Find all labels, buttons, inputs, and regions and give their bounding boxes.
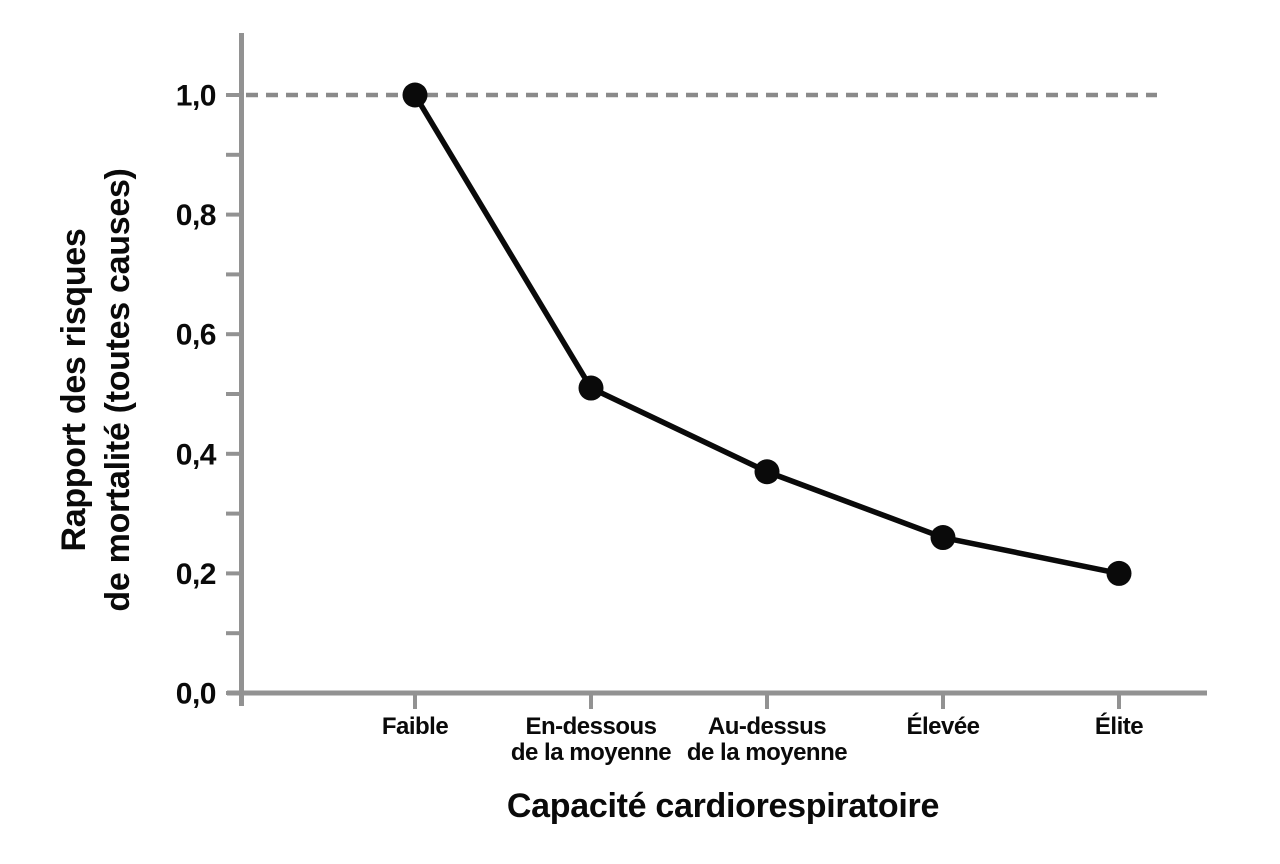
y-axis-tick-label: 0,4 <box>176 438 217 471</box>
x-axis-tick-label: Au-dessus de la moyenne <box>687 713 847 766</box>
data-point <box>1106 560 1132 586</box>
data-point <box>754 459 780 485</box>
y-axis-tick-label: 0,2 <box>176 558 216 591</box>
data-point <box>578 375 604 401</box>
y-axis-tick-label: 0,6 <box>176 319 216 352</box>
y-axis-title-line-2: de mortalité (toutes causes) <box>99 168 137 612</box>
x-axis-tick-label: Élevée <box>906 712 979 740</box>
x-axis-tick-label: Élite <box>1095 712 1143 740</box>
y-axis-title-line-1: Rapport des risques <box>54 228 93 552</box>
x-axis-tick-label: Faible <box>382 713 449 740</box>
x-axis-title: Capacité cardiorespiratoire <box>506 787 940 825</box>
x-axis-tick-label: En-dessous de la moyenne <box>511 713 671 766</box>
y-axis-tick-label: 0,8 <box>176 199 216 232</box>
data-line <box>412 92 1122 577</box>
data-point <box>402 82 428 108</box>
y-axis-tick-label: 1,0 <box>176 80 216 113</box>
data-point <box>930 525 956 551</box>
y-axis-tick-label: 0,0 <box>176 678 216 711</box>
y-axis-title: Rapport des risques de mortalité (toutes… <box>52 168 140 611</box>
